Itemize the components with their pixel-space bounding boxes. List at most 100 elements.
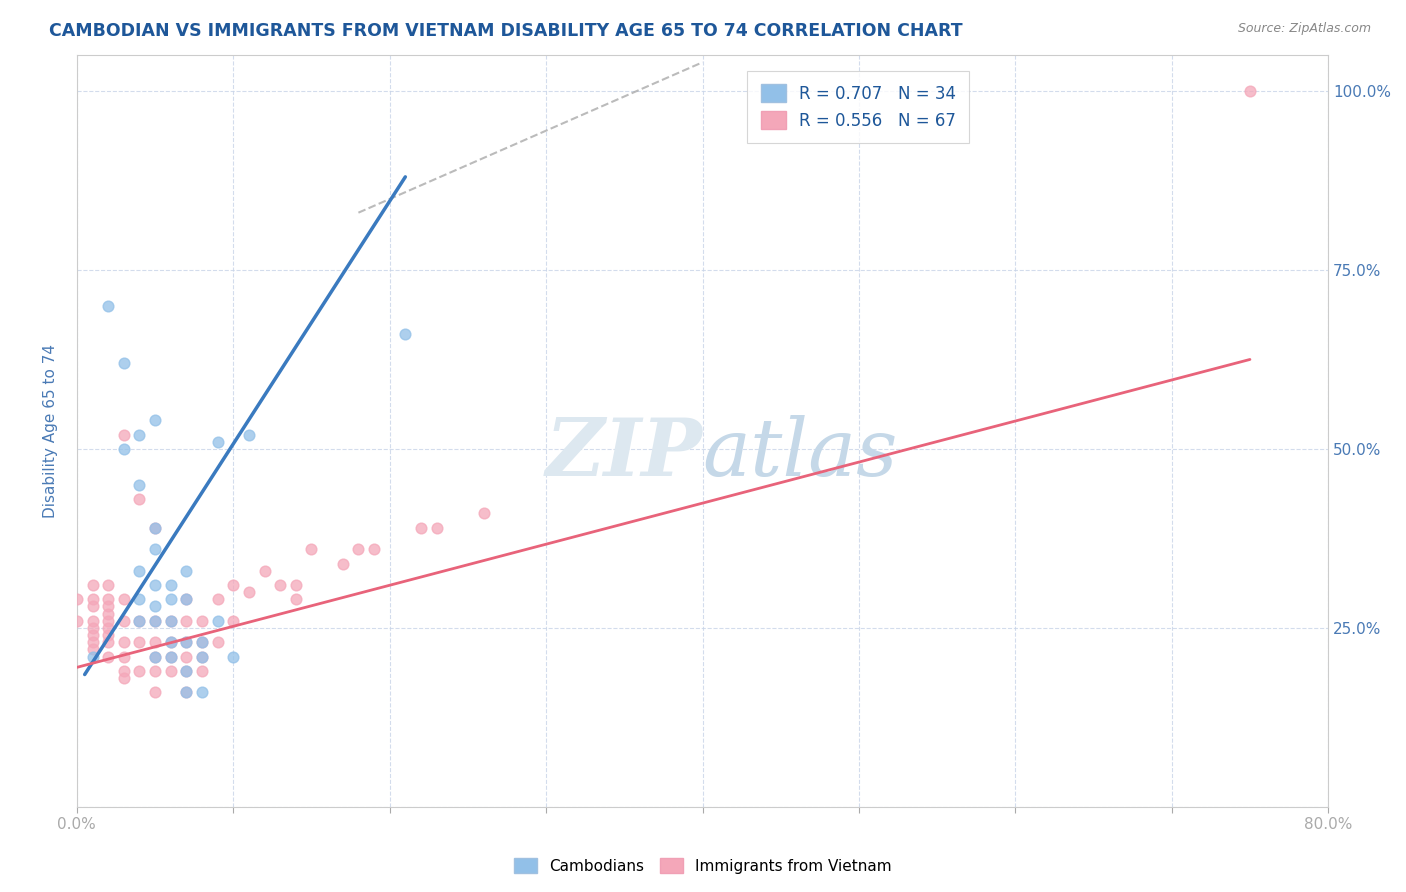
Point <box>409 521 432 535</box>
Point <box>128 477 150 491</box>
Point <box>207 635 229 649</box>
Point <box>269 578 291 592</box>
Point <box>97 628 120 642</box>
Point <box>191 685 214 699</box>
Point <box>128 635 150 649</box>
Point <box>159 635 181 649</box>
Point <box>159 649 181 664</box>
Point <box>191 614 214 628</box>
Point <box>128 614 150 628</box>
Point <box>159 635 181 649</box>
Point <box>143 542 166 557</box>
Point <box>82 614 104 628</box>
Point <box>143 413 166 427</box>
Point <box>97 578 120 592</box>
Point <box>191 635 214 649</box>
Point <box>284 578 307 592</box>
Point <box>143 521 166 535</box>
Point <box>82 628 104 642</box>
Point <box>128 427 150 442</box>
Point <box>301 542 323 557</box>
Legend: Cambodians, Immigrants from Vietnam: Cambodians, Immigrants from Vietnam <box>509 852 897 880</box>
Point <box>143 685 166 699</box>
Text: ZIP: ZIP <box>546 415 703 492</box>
Point <box>97 649 120 664</box>
Point <box>159 664 181 678</box>
Point <box>97 614 120 628</box>
Point <box>97 299 120 313</box>
Point <box>238 585 260 599</box>
Point <box>128 564 150 578</box>
Point <box>143 649 166 664</box>
Point <box>176 614 198 628</box>
Point <box>128 592 150 607</box>
Point <box>128 492 150 507</box>
Point <box>143 664 166 678</box>
Point <box>82 649 104 664</box>
Point <box>159 649 181 664</box>
Point <box>222 578 245 592</box>
Point <box>112 649 135 664</box>
Point <box>159 614 181 628</box>
Point <box>143 635 166 649</box>
Point <box>97 592 120 607</box>
Point <box>112 614 135 628</box>
Point <box>238 427 260 442</box>
Point <box>112 664 135 678</box>
Point <box>472 507 495 521</box>
Point <box>159 592 181 607</box>
Point <box>191 635 214 649</box>
Point <box>112 442 135 456</box>
Point <box>176 592 198 607</box>
Point <box>82 578 104 592</box>
Point <box>143 614 166 628</box>
Point <box>253 564 276 578</box>
Point <box>176 685 198 699</box>
Point <box>207 434 229 449</box>
Point <box>143 521 166 535</box>
Point <box>176 649 198 664</box>
Point <box>66 592 89 607</box>
Point <box>191 664 214 678</box>
Point <box>426 521 449 535</box>
Point <box>222 614 245 628</box>
Point <box>66 614 89 628</box>
Point <box>97 599 120 614</box>
Point <box>128 614 150 628</box>
Point <box>363 542 385 557</box>
Legend: R = 0.707   N = 34, R = 0.556   N = 67: R = 0.707 N = 34, R = 0.556 N = 67 <box>748 71 970 144</box>
Point <box>207 592 229 607</box>
Point <box>128 664 150 678</box>
Point <box>159 614 181 628</box>
Text: Source: ZipAtlas.com: Source: ZipAtlas.com <box>1237 22 1371 36</box>
Point <box>112 671 135 685</box>
Point <box>97 635 120 649</box>
Point <box>176 635 198 649</box>
Point <box>191 649 214 664</box>
Point <box>347 542 370 557</box>
Point <box>222 649 245 664</box>
Point <box>82 621 104 635</box>
Point <box>112 356 135 370</box>
Point <box>82 635 104 649</box>
Point <box>82 592 104 607</box>
Point <box>82 642 104 657</box>
Text: atlas: atlas <box>703 415 898 492</box>
Point <box>143 614 166 628</box>
Point <box>176 685 198 699</box>
Point <box>1239 84 1261 98</box>
Point <box>143 578 166 592</box>
Y-axis label: Disability Age 65 to 74: Disability Age 65 to 74 <box>44 344 58 518</box>
Point <box>143 649 166 664</box>
Point <box>394 327 416 342</box>
Point <box>207 614 229 628</box>
Point <box>176 564 198 578</box>
Point <box>112 635 135 649</box>
Text: CAMBODIAN VS IMMIGRANTS FROM VIETNAM DISABILITY AGE 65 TO 74 CORRELATION CHART: CAMBODIAN VS IMMIGRANTS FROM VIETNAM DIS… <box>49 22 963 40</box>
Point <box>176 664 198 678</box>
Point <box>176 635 198 649</box>
Point <box>97 621 120 635</box>
Point <box>159 578 181 592</box>
Point <box>143 599 166 614</box>
Point <box>332 557 354 571</box>
